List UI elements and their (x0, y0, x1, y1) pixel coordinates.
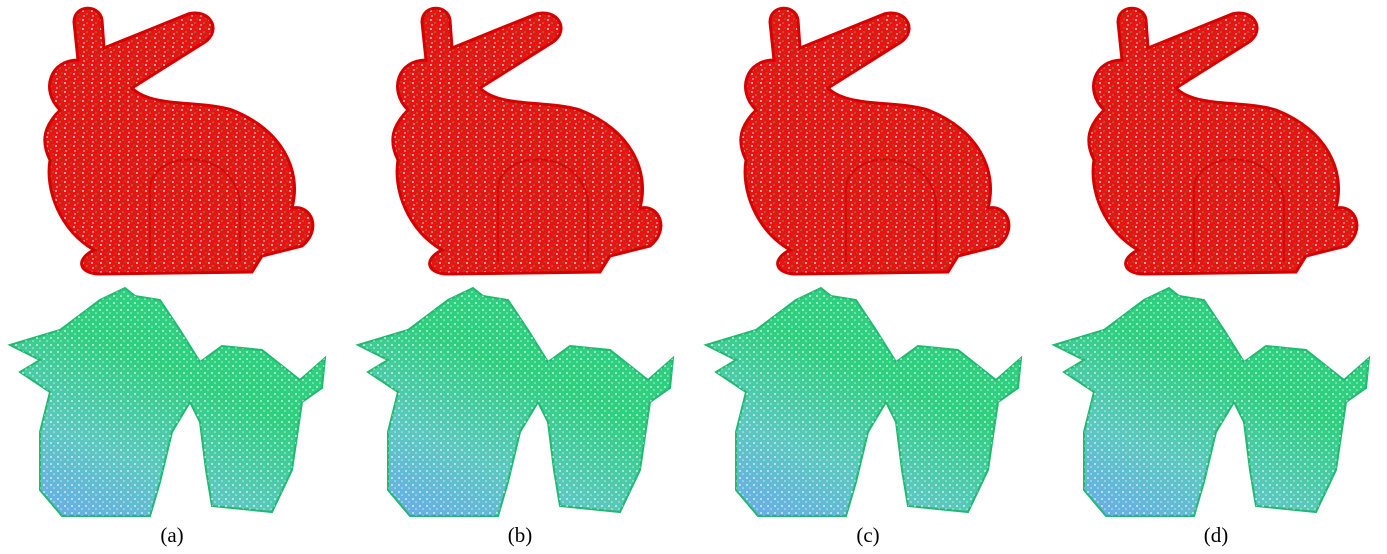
panel-label: (d) (1204, 523, 1229, 547)
bunny-point-cloud (45, 8, 313, 274)
figure: (a) (b) (c) (d) (0, 0, 1387, 554)
dragon-point-cloud (1054, 288, 1369, 516)
panel: (c) (706, 8, 1021, 547)
bunny-point-cloud (393, 8, 661, 274)
panel-label: (c) (856, 523, 879, 547)
dragon-point-cloud (358, 288, 673, 516)
bunny-point-cloud (1089, 8, 1357, 274)
panel-label: (b) (508, 523, 533, 547)
panel-label: (a) (160, 523, 183, 547)
bunny-point-cloud (741, 8, 1009, 274)
panel: (d) (1054, 8, 1369, 547)
panel: (a) (10, 8, 325, 547)
panel: (b) (358, 8, 673, 547)
dragon-point-cloud (10, 288, 325, 516)
dragon-point-cloud (706, 288, 1021, 516)
